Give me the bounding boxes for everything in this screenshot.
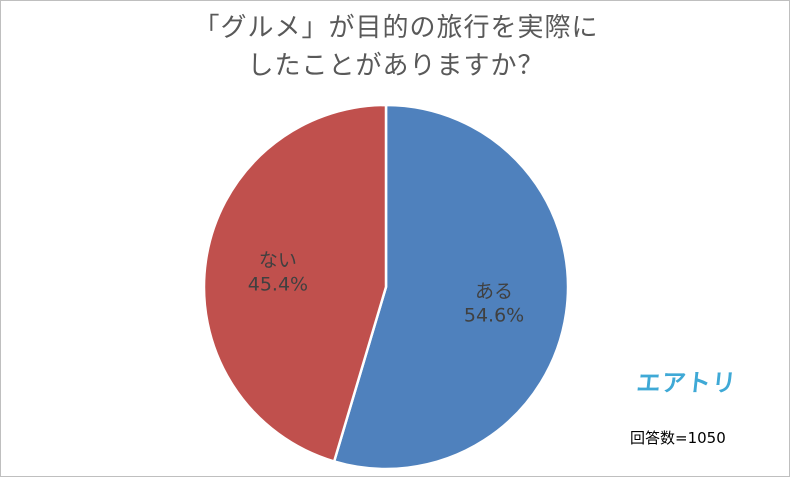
- slice-label-percent-1: 45.4%: [248, 273, 308, 295]
- chart-title-line-2: したことがありますか？: [247, 51, 545, 81]
- chart-title-line-1: 「グルメ」が目的の旅行を実際に: [193, 13, 599, 43]
- pie-slice-0: [332, 103, 570, 471]
- sample-size-note: 回答数=1050: [630, 429, 726, 447]
- slice-label-percent-0: 54.6%: [464, 305, 524, 327]
- brand-logo: エアトリ: [635, 369, 739, 397]
- slice-label-name-1: ない: [259, 249, 297, 271]
- chart-title: 「グルメ」が目的の旅行を実際に したことがありますか？: [1, 9, 790, 85]
- slice-label-name-0: ある: [475, 281, 513, 303]
- pie-slice-1: [202, 103, 388, 463]
